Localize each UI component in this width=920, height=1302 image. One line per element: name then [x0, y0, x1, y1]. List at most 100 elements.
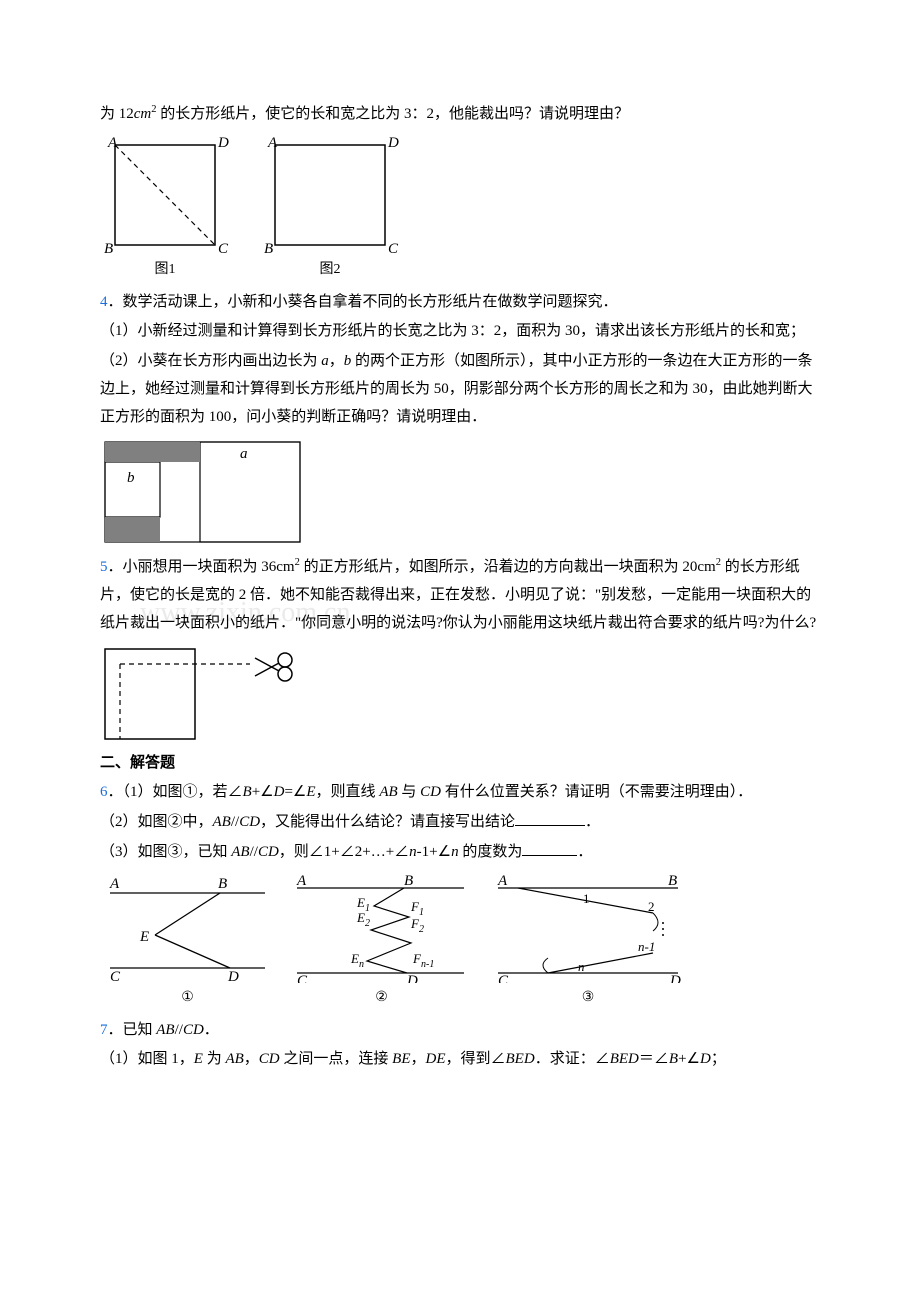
svg-text:E: E — [350, 951, 359, 966]
q6-p3: （3）如图③，已知 AB//CD，则∠1+∠2+…+∠n-1+∠n 的度数为． — [100, 839, 820, 867]
svg-text:C: C — [388, 241, 399, 255]
top-fragment: 为 12cm2 的长方形纸片，使它的长和宽之比为 3：2，他能裁出吗？请说明理由… — [100, 100, 820, 129]
q6-p2: （2）如图②中，AB//CD，又能得出什么结论？请直接写出结论． — [100, 809, 820, 837]
svg-text:D: D — [406, 973, 418, 983]
CD: CD — [420, 784, 441, 800]
svg-text:D: D — [217, 135, 229, 151]
q7-lead: 7．已知 AB//CD． — [100, 1017, 820, 1045]
caption-1: 图1 — [155, 257, 176, 283]
svg-text:B: B — [668, 873, 677, 889]
txt: 为 12 — [100, 106, 134, 122]
n: n — [451, 844, 459, 860]
svg-text:A: A — [267, 135, 278, 151]
BE: BE — [392, 1051, 410, 1067]
svg-text:n: n — [578, 959, 585, 974]
scissors-icon — [255, 653, 292, 681]
panel1: A B C D E — [100, 873, 275, 983]
svg-text:b: b — [127, 470, 135, 486]
svg-text:E: E — [139, 929, 149, 945]
svg-text:A: A — [497, 873, 508, 889]
svg-text:C: C — [297, 973, 308, 983]
svg-text:D: D — [227, 969, 239, 983]
svg-text:C: C — [110, 969, 121, 983]
svg-text:E: E — [356, 910, 365, 925]
cut-diagram — [100, 644, 310, 744]
svg-text:B: B — [404, 873, 413, 889]
svg-text:1: 1 — [583, 891, 590, 906]
txt: ，得到∠ — [446, 1051, 506, 1067]
svg-text:A: A — [109, 876, 120, 892]
txt: // — [231, 814, 239, 830]
svg-text:A: A — [107, 135, 118, 151]
B: B — [669, 1051, 678, 1067]
cap3: ③ — [582, 985, 595, 1011]
E: E — [194, 1051, 203, 1067]
caption-2: 图2 — [320, 257, 341, 283]
txt: （3）如图③，已知 — [100, 844, 231, 860]
svg-text:a: a — [240, 446, 248, 462]
txt: ． — [204, 1022, 219, 1038]
txt: 有什么位置关系？请证明（不需要注明理由）． — [441, 784, 752, 800]
D: D — [274, 784, 285, 800]
CD: CD — [258, 844, 279, 860]
svg-text:2: 2 — [419, 924, 424, 935]
AB: AB — [225, 1051, 243, 1067]
txt: ．已知 — [108, 1022, 157, 1038]
txt: （1）如图 1， — [100, 1051, 194, 1067]
fig-q6: A B C D E ① A B C D E1 E2 En F1 F2 Fn-1 … — [100, 873, 820, 1011]
txt: ． — [577, 844, 592, 860]
txt: （2）如图②中， — [100, 814, 213, 830]
txt: ， — [329, 353, 344, 369]
square-dashed-diag: A D B C — [100, 135, 230, 255]
txt: ＝∠ — [639, 1051, 669, 1067]
svg-text:A: A — [296, 873, 307, 889]
svg-text:2: 2 — [365, 918, 370, 929]
txt: ．小丽想用一块面积为 — [108, 559, 262, 575]
svg-text:n-1: n-1 — [421, 959, 434, 970]
fig-q6-3: A B C D 1 2 n-1 n ③ — [488, 873, 688, 1011]
fig-q6-1: A B C D E ① — [100, 873, 275, 1011]
svg-text:B: B — [264, 241, 273, 255]
AB: AB — [231, 844, 249, 860]
svg-text:D: D — [387, 135, 399, 151]
two-squares: a b — [100, 437, 310, 547]
txt: ． — [585, 814, 600, 830]
q6-num: 6 — [100, 784, 108, 800]
q4-p1: （1）小新经过测量和计算得到长方形纸片的长宽之比为 3：2，面积为 30，请求出… — [100, 318, 820, 346]
n: n — [409, 844, 417, 860]
CD: CD — [259, 1051, 280, 1067]
q6-p1: 6．（1）如图①，若∠B+∠D=∠E，则直线 AB 与 CD 有什么位置关系？请… — [100, 779, 820, 807]
AB: AB — [379, 784, 397, 800]
svg-text:D: D — [669, 973, 681, 983]
txt: ．（1）如图①，若∠ — [108, 784, 243, 800]
AB: AB — [156, 1022, 174, 1038]
area1: 36cm — [261, 559, 294, 575]
txt: 的正方形纸片，如图所示，沿着边的方向裁出一块面积为 — [300, 559, 679, 575]
fig-q4: a b — [100, 437, 820, 547]
q4-num: 4 — [100, 294, 108, 310]
q4-p2: （2）小葵在长方形内画出边长为 a，b 的两个正方形（如图所示），其中小正方形的… — [100, 348, 820, 431]
fig-q6-2: A B C D E1 E2 En F1 F2 Fn-1 ② — [289, 873, 474, 1011]
BED: BED — [610, 1051, 639, 1067]
txt: ，则直线 — [316, 784, 380, 800]
q4-lead: 4．数学活动课上，小新和小葵各自拿着不同的长方形纸片在做数学问题探究． — [100, 289, 820, 317]
svg-text:1: 1 — [419, 907, 424, 918]
fig-q3-right: A D B C 图2 — [260, 135, 400, 283]
svg-text:2: 2 — [648, 899, 655, 914]
q5: 5．小丽想用一块面积为 36cm2 的正方形纸片，如图所示，沿着边的方向裁出一块… — [100, 553, 820, 637]
svg-text:C: C — [498, 973, 509, 983]
cap1: ① — [181, 985, 194, 1011]
svg-text:n: n — [359, 959, 364, 970]
panel2: A B C D E1 E2 En F1 F2 Fn-1 — [289, 873, 474, 983]
blank — [515, 811, 585, 826]
var-a: a — [321, 353, 329, 369]
B: B — [243, 784, 252, 800]
area2: 20cm — [682, 559, 715, 575]
txt: ，又能得出什么结论？请直接写出结论 — [260, 814, 515, 830]
svg-text:1: 1 — [365, 903, 370, 914]
txt: ， — [244, 1051, 259, 1067]
q5-num: 5 — [100, 559, 108, 575]
txt: ， — [410, 1051, 425, 1067]
txt: ．求证：∠ — [535, 1051, 610, 1067]
txt: +∠ — [252, 784, 274, 800]
